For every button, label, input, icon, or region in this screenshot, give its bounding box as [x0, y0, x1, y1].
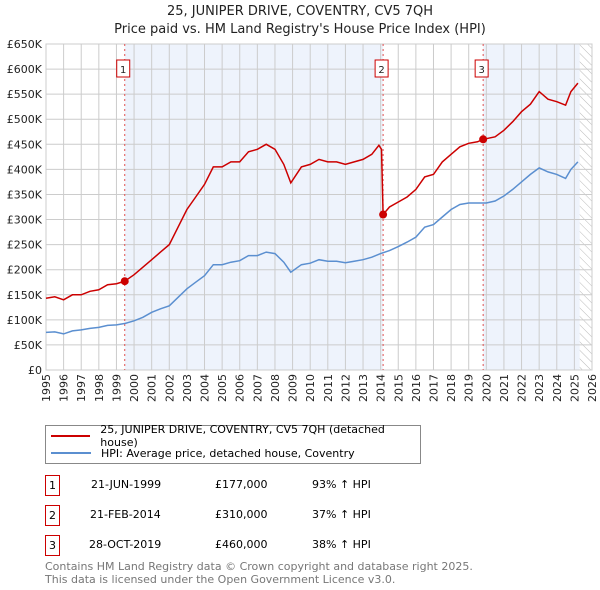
marker-badge: 2: [45, 505, 60, 526]
legend-label: 25, JUNIPER DRIVE, COVENTRY, CV5 7QH (de…: [100, 423, 385, 449]
x-tick-label: 1998: [93, 374, 106, 402]
legend-item-hpi: HPI: Average price, detached house, Cove…: [51, 445, 355, 461]
x-tick-label: 1999: [110, 374, 123, 402]
sale-date: 21-FEB-2014: [90, 508, 161, 521]
y-tick-label: £100K: [7, 314, 43, 327]
x-tick-label: 1996: [58, 374, 71, 402]
legend-swatch-blue: [51, 452, 91, 454]
price-chart: 1995 1996 1997 1998 1999 2000 2001 2002 2003 2004…: [7, 38, 599, 402]
hpi-line: [45, 161, 579, 335]
hpi-change: 38% ↑ HPI: [312, 538, 371, 551]
y-tick-label: £200K: [7, 264, 43, 277]
chart-subtitle: Price paid vs. HM Land Registry's House …: [114, 22, 486, 37]
y-tick-label: £300K: [7, 214, 43, 227]
x-tick-label: 2006: [234, 374, 247, 402]
y-tick-label: £400K: [7, 163, 43, 176]
sale-marker-box: [474, 59, 489, 78]
sale-marker-label: 2: [378, 65, 384, 76]
x-tick-label: 2023: [533, 374, 546, 402]
shaded-period: [124, 44, 384, 370]
x-tick-label: 2015: [392, 374, 405, 402]
y-tick-label: £150K: [7, 289, 43, 302]
chart-title: 25, JUNIPER DRIVE, COVENTRY, CV5 7QH: [166, 4, 434, 19]
x-tick-label: 2009: [287, 374, 300, 402]
x-tick-label: 2011: [322, 374, 335, 402]
footer: Contains HM Land Registry data © Crown c…: [45, 560, 473, 586]
sale-marker-label: 1: [120, 65, 126, 76]
y-tick-label: £250K: [7, 239, 43, 252]
x-tick-label: 2026: [586, 374, 599, 402]
x-tick-label: 2014: [375, 374, 388, 402]
x-tick-label: 2025: [568, 374, 581, 402]
transaction-row: 3 28-OCT-2019 £460,000 38% ↑ HPI: [45, 535, 445, 557]
x-tick-label: 2004: [199, 374, 212, 402]
legend-label: HPI: Average price, detached house, Cove…: [101, 446, 355, 460]
hpi-change: 37% ↑ HPI: [312, 508, 371, 521]
x-tick-label: 2001: [146, 374, 159, 402]
sale-marker-box: [374, 59, 389, 78]
y-tick-label: £50K: [14, 339, 43, 352]
legend-swatch-red: [51, 435, 91, 437]
legend: 25, JUNIPER DRIVE, COVENTRY, CV5 7QH (de…: [45, 423, 421, 464]
sale-date: 21-JUN-1999: [91, 478, 162, 491]
x-tick-label: 1995: [40, 374, 53, 402]
y-tick-label: £350K: [7, 188, 43, 201]
y-tick-label: £0: [28, 364, 42, 377]
x-tick-label: 2000: [128, 374, 141, 402]
x-tick-label: 2005: [216, 374, 229, 402]
x-tick-label: 2018: [445, 374, 458, 402]
sale-marker-box: [116, 59, 131, 78]
x-tick-label: 2022: [516, 374, 529, 402]
x-tick-label: 2003: [181, 374, 194, 402]
x-tick-label: 2021: [498, 374, 511, 402]
x-tick-label: 2002: [163, 374, 176, 402]
y-tick-label: £450K: [7, 138, 43, 151]
footer-line: This data is licensed under the Open Gov…: [45, 573, 396, 586]
x-tick-label: 2020: [480, 374, 493, 402]
y-tick-label: £500K: [7, 113, 43, 126]
x-tick-label: 2024: [551, 374, 564, 402]
sale-price: £177,000: [215, 478, 268, 491]
footer-line: Contains HM Land Registry data © Crown c…: [45, 560, 473, 573]
price-paid-line: [45, 82, 579, 301]
marker-badge: 3: [45, 535, 60, 556]
x-tick-label: 1997: [75, 374, 88, 402]
x-tick-label: 2013: [357, 374, 370, 402]
sale-price: £310,000: [215, 508, 268, 521]
forecast-hatch: [579, 44, 592, 370]
x-tick-label: 2010: [304, 374, 317, 402]
transaction-row: 2 21-FEB-2014 £310,000 37% ↑ HPI: [45, 505, 445, 527]
sale-marker-label: 3: [478, 65, 484, 76]
y-tick-label: £650K: [7, 38, 43, 51]
sale-price: £460,000: [215, 538, 268, 551]
legend-item-property: 25, JUNIPER DRIVE, COVENTRY, CV5 7QH (de…: [51, 423, 420, 449]
x-tick-label: 2017: [427, 374, 440, 402]
hpi-change: 93% ↑ HPI: [312, 478, 371, 491]
y-tick-label: £550K: [7, 88, 43, 101]
shaded-period: [483, 44, 580, 370]
sale-date: 28-OCT-2019: [89, 538, 162, 551]
sale-point: [120, 277, 129, 286]
marker-badge: 1: [45, 475, 60, 496]
transaction-row: 1 21-JUN-1999 £177,000 93% ↑ HPI: [45, 475, 445, 497]
x-tick-label: 2007: [251, 374, 264, 402]
sale-point: [479, 135, 488, 144]
y-tick-label: £600K: [7, 63, 43, 76]
x-tick-label: 2016: [410, 374, 423, 402]
x-tick-label: 2008: [269, 374, 282, 402]
x-tick-label: 2012: [339, 374, 352, 402]
sale-point: [379, 210, 388, 219]
x-tick-label: 2019: [463, 374, 476, 402]
